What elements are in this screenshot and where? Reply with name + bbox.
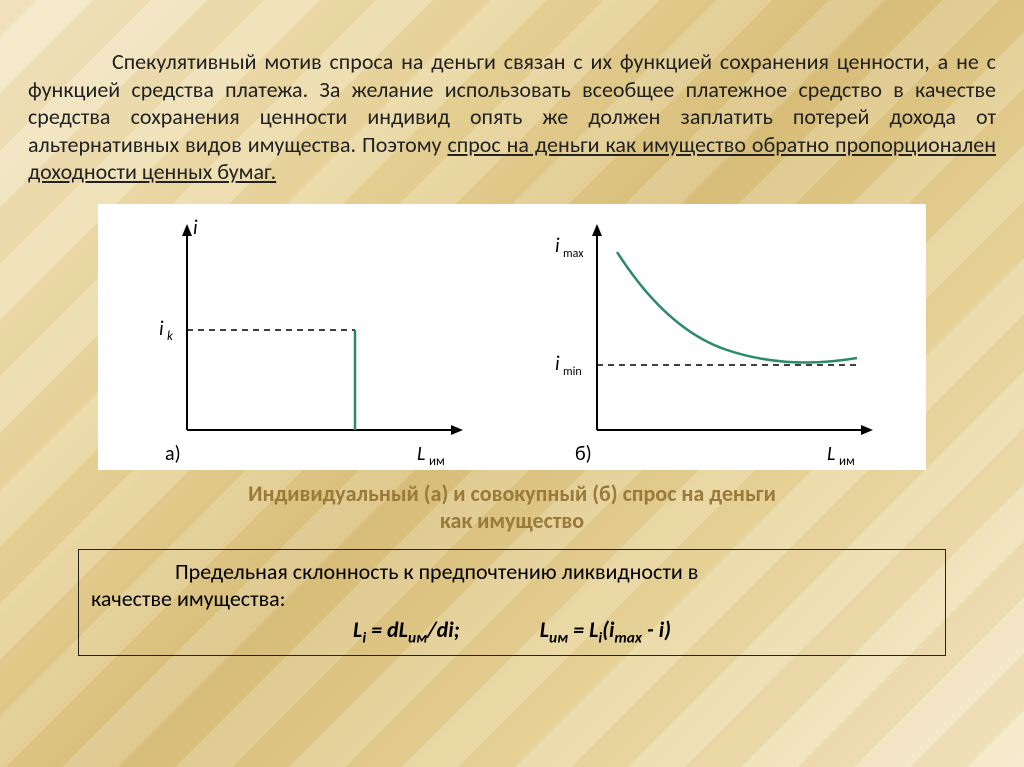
svg-text:б): б) bbox=[575, 442, 592, 466]
caption-line1: Индивидуальный (а) и совокупный (б) спро… bbox=[28, 480, 996, 508]
charts-row: i i k a) L им bbox=[98, 204, 926, 470]
caption: Индивидуальный (а) и совокупный (б) спро… bbox=[28, 480, 996, 535]
svg-text:max: max bbox=[563, 247, 584, 261]
svg-text:i: i bbox=[193, 216, 198, 240]
para-line1: Спекулятивный мотив спроса на деньги свя… bbox=[112, 48, 829, 75]
bottom-text2: качестве имущества: bbox=[91, 585, 933, 612]
svg-text:L: L bbox=[417, 442, 425, 466]
svg-text:i: i bbox=[159, 317, 164, 341]
caption-line2: как имущество bbox=[28, 507, 996, 535]
svg-text:L: L bbox=[827, 442, 835, 466]
svg-text:i: i bbox=[555, 352, 560, 376]
svg-text:i: i bbox=[555, 234, 560, 258]
main-paragraph: Спекулятивный мотив спроса на деньги свя… bbox=[28, 48, 996, 186]
bottom-box: Предельная склонность к предпочтению лик… bbox=[78, 549, 946, 656]
svg-text:им: им bbox=[839, 454, 855, 469]
bottom-text1: Предельная склонность к предпочтению лик… bbox=[175, 558, 698, 585]
formula1: Li = dLим/di; bbox=[353, 616, 460, 647]
svg-text:min: min bbox=[563, 365, 582, 379]
chart-left: i i k a) L им bbox=[117, 210, 497, 470]
chart-right: i max i min б) L им bbox=[527, 210, 907, 470]
svg-text:им: им bbox=[429, 454, 445, 469]
svg-text:a): a) bbox=[165, 442, 181, 466]
formula2: Lим = Li(imax - i) bbox=[540, 616, 671, 647]
svg-text:k: k bbox=[167, 329, 174, 344]
